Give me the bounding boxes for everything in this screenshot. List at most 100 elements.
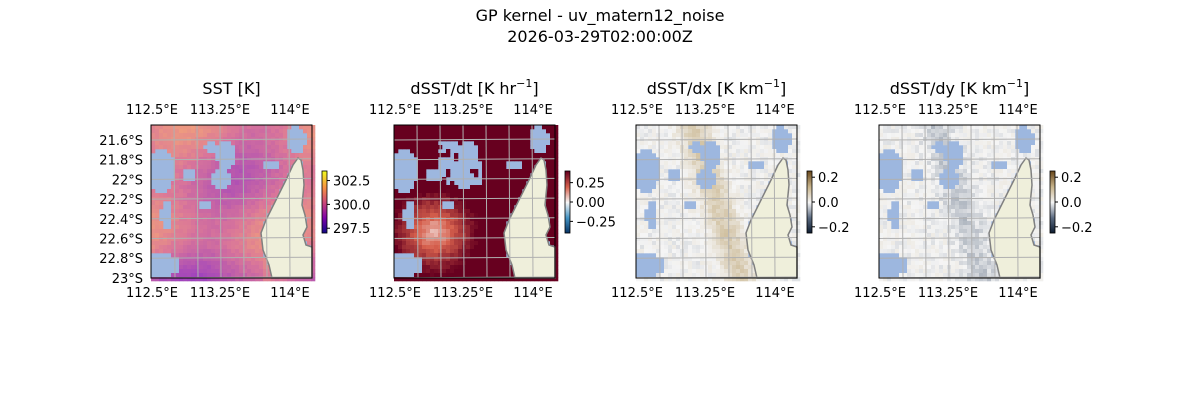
- heatmap-cell: [410, 249, 415, 254]
- heatmap-cell: [490, 217, 495, 222]
- heatmap-cell: [171, 273, 176, 278]
- heatmap-cell: [450, 217, 455, 222]
- heatmap-cell: [724, 161, 729, 166]
- heatmap-cell: [235, 241, 240, 246]
- colorbar-segment: [807, 180, 812, 182]
- colorbar-segment: [807, 178, 812, 180]
- heatmap-cell: [1039, 225, 1044, 230]
- heatmap-cell: [255, 241, 260, 246]
- heatmap-cell: [303, 205, 308, 210]
- heatmap-cell: [656, 149, 661, 154]
- heatmap-cell: [911, 137, 916, 142]
- heatmap-cell: [426, 201, 431, 206]
- heatmap-cell: [450, 225, 455, 230]
- heatmap-cell: [939, 201, 944, 206]
- heatmap-cell: [171, 189, 176, 194]
- heatmap-cell: [688, 229, 693, 234]
- heatmap-cell: [458, 201, 463, 206]
- heatmap-cell: [688, 149, 693, 154]
- heatmap-cell: [704, 201, 709, 206]
- heatmap-cell: [239, 197, 244, 202]
- heatmap-cell: [227, 269, 232, 274]
- heatmap-cell: [458, 257, 463, 262]
- heatmap-cell: [195, 277, 200, 282]
- heatmap-cell: [215, 201, 220, 206]
- heatmap-cell: [664, 261, 669, 266]
- heatmap-cell: [1039, 221, 1044, 226]
- heatmap-cell: [732, 129, 737, 134]
- heatmap-cell: [927, 141, 932, 146]
- heatmap-cell: [927, 233, 932, 238]
- heatmap-cell: [394, 193, 399, 198]
- heatmap-cell: [752, 141, 757, 146]
- heatmap-cell: [796, 137, 801, 142]
- heatmap-cell: [1027, 125, 1032, 130]
- heatmap-cell: [644, 145, 649, 150]
- heatmap-cell: [398, 249, 403, 254]
- heatmap-cell: [728, 217, 733, 222]
- heatmap-cell: [983, 217, 988, 222]
- heatmap-cell: [983, 173, 988, 178]
- heatmap-cell: [494, 173, 499, 178]
- y-tick-label: 22.8°S: [99, 252, 143, 267]
- colorbar-segment: [565, 226, 570, 228]
- heatmap-cell: [700, 277, 705, 282]
- heatmap-cell: [450, 273, 455, 278]
- heatmap-cell: [410, 245, 415, 250]
- heatmap-cell: [179, 161, 184, 166]
- heatmap-cell: [728, 197, 733, 202]
- heatmap-cell: [708, 197, 713, 202]
- heatmap-cell: [792, 229, 797, 234]
- heatmap-cell: [458, 277, 463, 282]
- heatmap-cell: [792, 201, 797, 206]
- heatmap-cell: [478, 189, 483, 194]
- heatmap-cell: [935, 185, 940, 190]
- heatmap-cell: [1003, 189, 1008, 194]
- heatmap-cell: [303, 185, 308, 190]
- heatmap-cell: [923, 229, 928, 234]
- x-tick-label-bottom: 113.25°E: [675, 286, 735, 301]
- colorbar-segment: [322, 201, 327, 203]
- heatmap-cell: [251, 241, 256, 246]
- heatmap-cell: [430, 181, 435, 186]
- heatmap-cell: [915, 153, 920, 158]
- heatmap-cell: [887, 193, 892, 198]
- heatmap-cell: [907, 185, 912, 190]
- gridline-lon: [750, 124, 753, 279]
- colorbar-segment: [322, 181, 327, 183]
- heatmap-cell: [736, 245, 741, 250]
- heatmap-cell: [672, 225, 677, 230]
- heatmap-cell: [151, 189, 156, 194]
- heatmap-cell: [796, 261, 801, 266]
- heatmap-cell: [223, 225, 228, 230]
- heatmap-cell: [522, 173, 527, 178]
- heatmap-cell: [271, 125, 276, 130]
- heatmap-cell: [796, 181, 801, 186]
- heatmap-cell: [744, 261, 749, 266]
- heatmap-cell: [636, 201, 641, 206]
- heatmap-cell: [474, 257, 479, 262]
- heatmap-cell: [764, 133, 769, 138]
- heatmap-cell: [275, 125, 280, 130]
- heatmap-cell: [255, 253, 260, 258]
- heatmap-cell: [1039, 181, 1044, 186]
- heatmap-cell: [995, 209, 1000, 214]
- heatmap-cell: [446, 261, 451, 266]
- heatmap-cell: [179, 145, 184, 150]
- heatmap-cell: [394, 233, 399, 238]
- heatmap-cell: [450, 245, 455, 250]
- heatmap-cell: [907, 125, 912, 130]
- heatmap-cell: [211, 225, 216, 230]
- heatmap-cell: [955, 213, 960, 218]
- heatmap-cell: [971, 209, 976, 214]
- heatmap-cell: [235, 165, 240, 170]
- heatmap-cell: [967, 189, 972, 194]
- heatmap-cell: [498, 133, 503, 138]
- heatmap-cell: [983, 249, 988, 254]
- heatmap-cell: [935, 189, 940, 194]
- heatmap-cell: [243, 133, 248, 138]
- heatmap-cell: [752, 189, 757, 194]
- heatmap-cell: [263, 201, 268, 206]
- colorbar-segment: [807, 218, 812, 220]
- heatmap-cell: [648, 229, 653, 234]
